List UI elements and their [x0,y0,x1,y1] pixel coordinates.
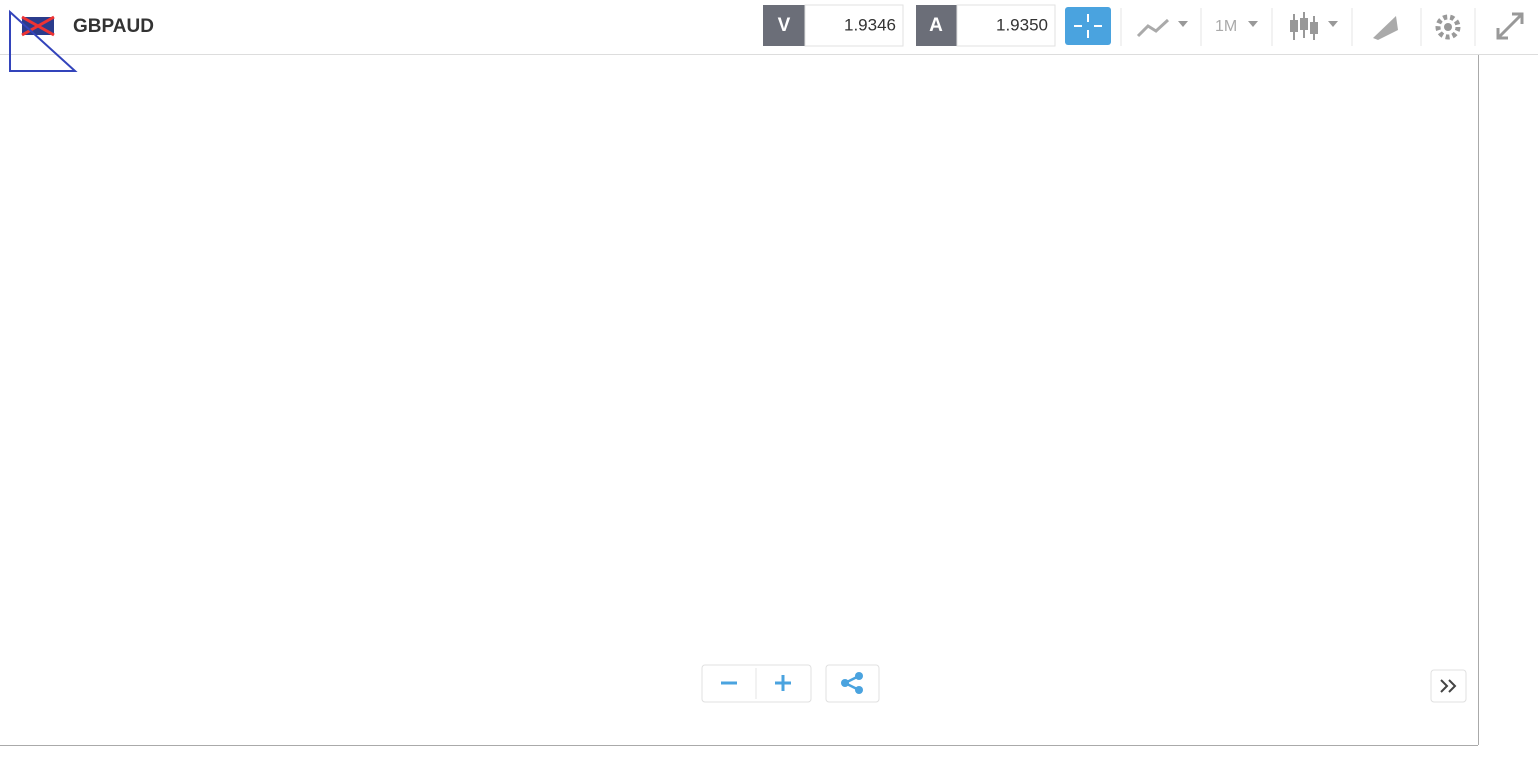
ask-value: 1.9350 [996,15,1048,34]
zoom-in-button[interactable] [775,675,791,691]
drawing-tool[interactable] [9,9,78,72]
candle-icon [1300,18,1308,30]
dropdown-caret [1328,21,1338,27]
scroll-end-button[interactable] [1430,669,1467,703]
share-button[interactable] [825,664,880,703]
draw-icon[interactable] [1373,16,1398,40]
ask-label-box [916,5,957,46]
settings-icon[interactable] [1435,14,1461,40]
crosshair-button[interactable] [1065,7,1111,45]
fullscreen-icon[interactable] [1496,12,1524,40]
bid-box[interactable] [804,4,904,47]
flag-stripe [21,15,55,37]
crosshair-icon [1074,14,1102,38]
share-icon [855,672,863,680]
symbol: GBPAUD [73,16,154,37]
chart-type-icon[interactable] [1136,18,1170,38]
bid-label-box [763,5,805,46]
dropdown-caret [1248,21,1258,27]
dropdown-caret [1178,21,1188,27]
share-icon [841,679,849,687]
candle-icon [1310,22,1318,34]
bid-label: V [778,15,791,36]
timeframe[interactable]: 1M [1215,18,1237,35]
candle-icon [1290,20,1298,32]
settings-icon [1444,23,1452,31]
bid-value: 1.9346 [844,15,896,34]
ask-label: A [929,15,943,36]
share-icon [855,686,863,694]
scroll-end-icon [1440,679,1457,693]
ask-box[interactable] [956,4,1056,47]
